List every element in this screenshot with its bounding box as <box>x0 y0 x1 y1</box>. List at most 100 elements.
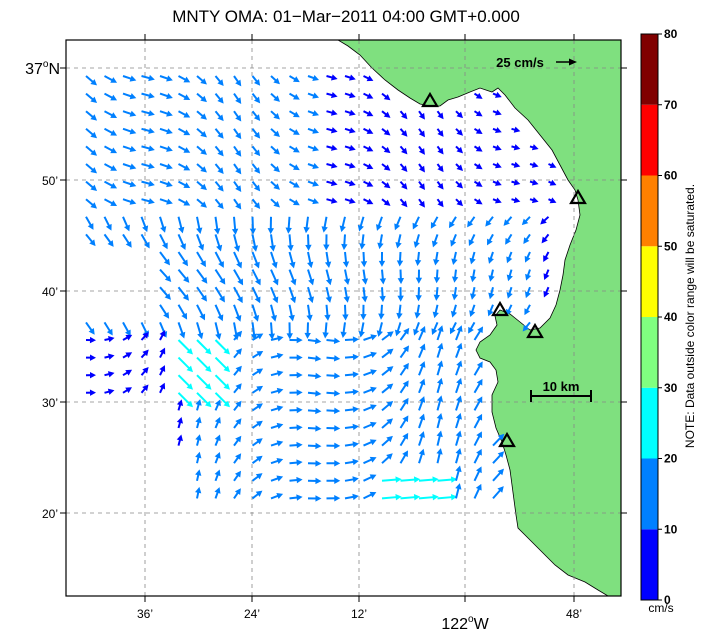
lon-label-12: 12’ <box>351 607 367 621</box>
current-vector <box>399 380 409 394</box>
current-vector <box>506 251 513 264</box>
current-vector <box>455 325 463 341</box>
current-vector <box>270 110 280 120</box>
current-vector <box>85 216 94 230</box>
current-vector <box>85 198 98 209</box>
current-vector <box>177 286 189 301</box>
lat-label-20: 20’ <box>42 507 58 521</box>
current-vector <box>418 396 426 411</box>
current-vector <box>233 75 242 87</box>
current-vector <box>196 92 207 103</box>
current-vector <box>344 92 356 99</box>
current-vector <box>289 354 303 361</box>
colorbar-unit: cm/s <box>648 601 673 615</box>
current-vector <box>214 234 223 252</box>
current-vector <box>455 483 462 499</box>
current-vector <box>122 387 132 394</box>
current-vector <box>492 468 504 482</box>
current-vector <box>418 110 425 120</box>
current-vector <box>233 470 242 482</box>
current-vector <box>450 304 458 318</box>
current-vector <box>307 269 315 286</box>
current-vector <box>455 180 464 189</box>
current-vector <box>214 322 222 340</box>
current-vector <box>413 234 420 248</box>
current-vector <box>400 494 421 501</box>
current-vector <box>473 466 482 482</box>
current-vector <box>214 487 221 499</box>
current-vector <box>122 352 133 359</box>
current-vector <box>324 251 332 268</box>
current-vector <box>436 412 443 429</box>
current-vector <box>326 337 341 345</box>
current-vector <box>341 234 348 251</box>
current-vector <box>418 448 425 464</box>
current-vector <box>285 216 292 234</box>
current-vector <box>379 269 387 285</box>
current-vector <box>524 304 531 316</box>
current-vector <box>233 181 242 192</box>
current-vector <box>381 453 393 464</box>
current-vector <box>436 325 444 341</box>
current-vector <box>233 365 242 376</box>
current-vector <box>363 474 377 482</box>
current-vector <box>103 321 113 336</box>
current-vector <box>326 477 341 484</box>
current-vector <box>85 389 96 396</box>
current-vector <box>344 197 356 204</box>
current-vector <box>399 450 409 464</box>
current-vector <box>214 304 224 322</box>
current-vector <box>251 163 261 174</box>
current-vector <box>122 198 137 205</box>
current-vector <box>196 75 207 85</box>
current-vector <box>178 110 191 118</box>
current-vector <box>177 356 193 373</box>
current-vector <box>270 75 280 85</box>
current-vector <box>159 268 172 282</box>
current-vector <box>214 356 230 373</box>
current-vector <box>251 269 261 286</box>
current-vector <box>159 75 173 82</box>
current-vector <box>487 251 494 264</box>
current-vector <box>122 369 133 377</box>
current-vector <box>251 234 258 252</box>
current-vector <box>270 251 278 269</box>
current-vector <box>85 92 98 104</box>
current-vector <box>344 144 356 152</box>
current-vector <box>288 251 296 269</box>
current-vector <box>104 335 115 343</box>
colorbar-tick-label: 60 <box>664 169 678 183</box>
current-vector <box>436 180 444 190</box>
current-vector <box>418 343 426 358</box>
current-vector <box>251 455 263 465</box>
current-vector <box>326 91 338 99</box>
current-vector <box>326 197 338 204</box>
current-vector <box>326 127 338 134</box>
current-vector <box>195 399 202 411</box>
current-vector <box>214 399 221 411</box>
current-vector <box>307 74 320 81</box>
current-vector <box>270 269 279 286</box>
current-vector <box>159 180 173 188</box>
current-vector <box>141 180 155 187</box>
current-vector <box>363 163 374 170</box>
current-vector <box>159 330 166 341</box>
colorbar-segment <box>641 317 658 388</box>
current-vector <box>377 234 384 250</box>
current-vector <box>326 390 341 397</box>
current-vector <box>233 348 242 359</box>
current-vector <box>418 378 426 394</box>
current-vector <box>141 92 155 99</box>
current-vector <box>307 110 320 117</box>
colorbar-segment <box>641 387 658 459</box>
current-vector <box>270 405 284 412</box>
current-vector <box>523 233 531 245</box>
current-vector <box>344 423 359 431</box>
current-vector <box>399 345 410 359</box>
current-vector <box>394 216 402 231</box>
current-vector <box>343 269 351 286</box>
current-vector <box>451 287 459 301</box>
triangle-outline-icon <box>526 322 544 339</box>
current-vector <box>339 216 346 233</box>
current-vector <box>288 75 300 83</box>
